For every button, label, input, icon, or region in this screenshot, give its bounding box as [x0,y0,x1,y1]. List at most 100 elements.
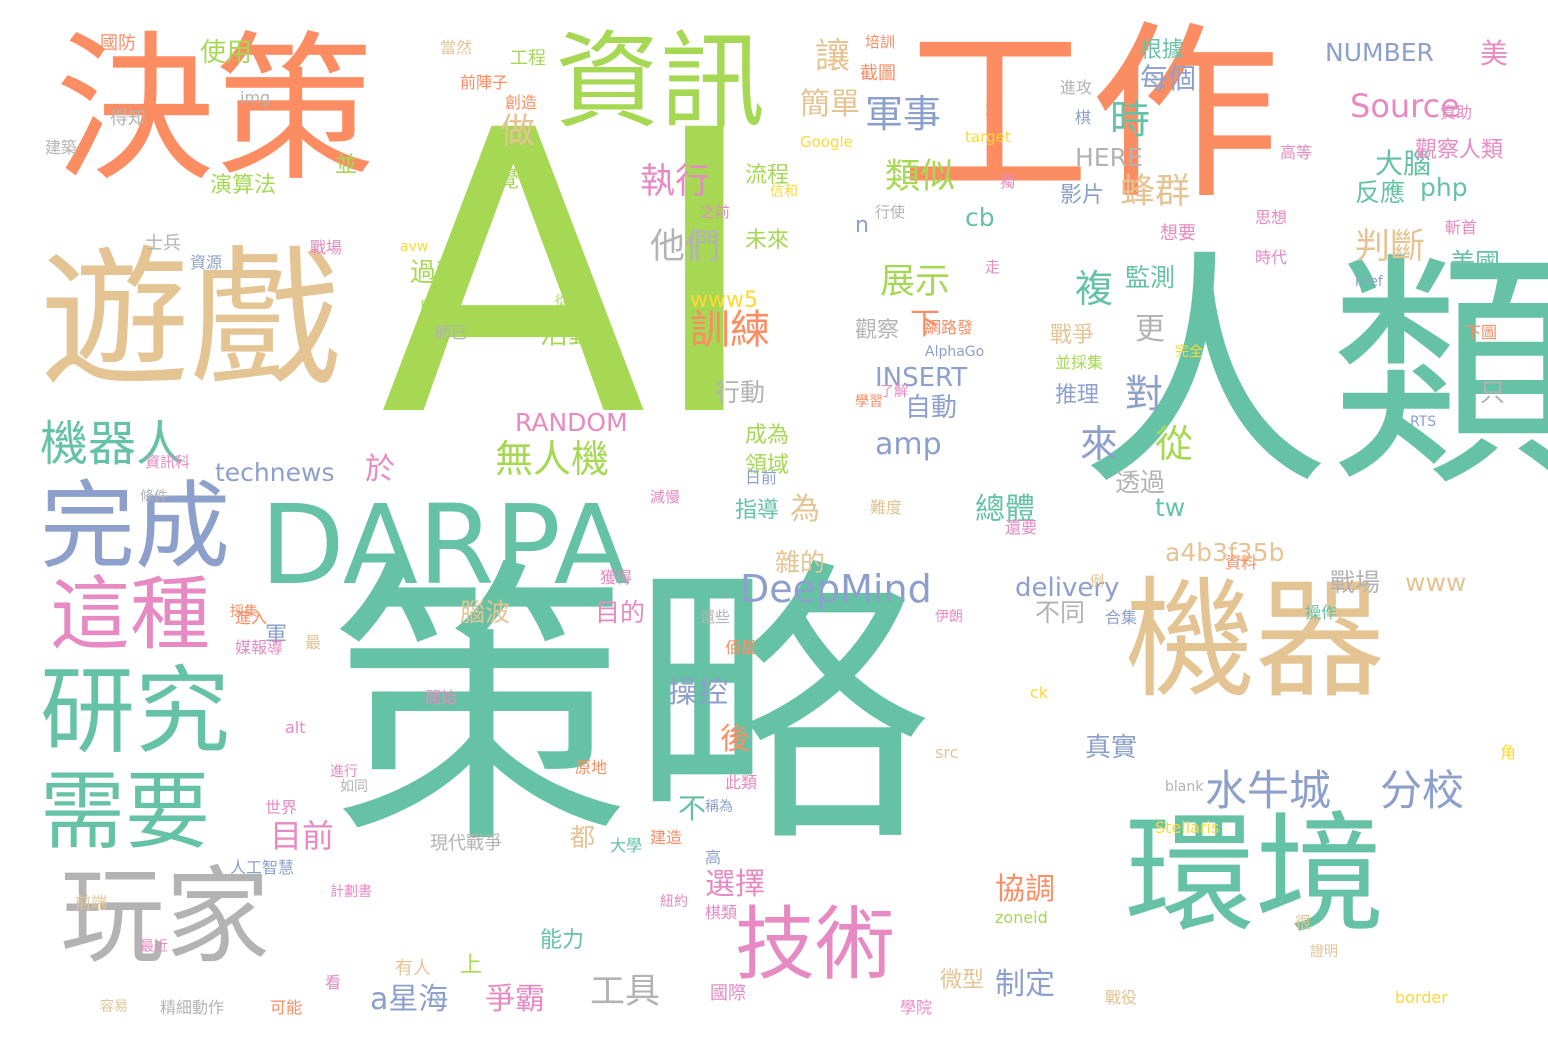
cloud-word: 都 [570,823,596,852]
cloud-word: 伊朗 [935,609,963,625]
cloud-word: 人類 [1080,229,1548,520]
cloud-word: 國際 [710,983,746,1004]
cloud-word: tw [1155,493,1186,522]
cloud-word: 士兵 [145,233,181,254]
cloud-word: 對 [1125,372,1164,416]
cloud-word: 真實 [1085,733,1138,763]
cloud-word: 最 [305,633,322,652]
cloud-word: 更 [1135,312,1165,347]
cloud-word: 還要 [1005,518,1038,537]
cloud-word: 指導 [735,498,780,523]
cloud-word: 透過 [1115,468,1166,497]
cloud-word: 紐約 [660,894,688,910]
cloud-word: 例 [1090,574,1104,590]
cloud-word: 戰爭 [1050,323,1095,348]
cloud-word: cb [965,203,995,232]
cloud-word: RANDOM [515,408,628,437]
cloud-word: 讓 [815,37,851,77]
cloud-word: 佰星 [725,638,758,657]
cloud-word: 原地 [575,758,608,777]
cloud-word: zoneid [995,908,1048,927]
cloud-word: 減慢 [650,488,681,506]
cloud-word: 軍事 [865,92,942,136]
cloud-word: 棋 [1075,108,1092,127]
cloud-word: 操控 [668,675,728,710]
cloud-word: 信和 [770,184,798,200]
cloud-word: 進攻 [1060,78,1093,97]
cloud-word: 進入 [235,608,268,627]
cloud-word: 類似 [885,157,956,197]
cloud-word: 戰場 [310,238,343,257]
cloud-word: src [935,743,959,762]
cloud-word: 合集 [1105,608,1138,627]
cloud-word: 協調 [995,872,1055,907]
cloud-word: AlphaGo [925,344,985,360]
cloud-word: 為 [790,492,820,527]
cloud-word: 資訊科 [145,453,191,471]
cloud-word: 想要 [1160,223,1196,244]
cloud-word: 只 [1480,378,1506,407]
cloud-word: 使用 [200,38,253,68]
cloud-word: 成為 [745,423,790,448]
cloud-word: 執行 [640,162,711,202]
cloud-word: 這種 [50,568,210,661]
cloud-word: 需要 [40,763,211,862]
cloud-word: 工程 [510,48,546,69]
cloud-word: 制定 [995,967,1055,1002]
cloud-word: 師已 [435,323,468,342]
cloud-word: 反應 [1355,178,1406,207]
cloud-word: 截圖 [860,63,896,84]
cloud-word: 演算法 [210,173,277,198]
cloud-word: 最近 [140,939,168,955]
cloud-word: 走 [985,258,1001,276]
cloud-word: 思想 [1255,208,1288,227]
cloud-word: 行使 [875,203,906,221]
cloud-word: 資料 [1225,553,1258,572]
cloud-word: Stellaris [1155,818,1220,837]
cloud-word: RTS [1410,414,1437,430]
cloud-word: 即將 [420,298,453,317]
cloud-word: 選擇 [705,867,765,902]
cloud-word: amp [875,427,942,462]
cloud-word: delivery [1015,573,1120,603]
cloud-word: 水牛城 [1205,766,1332,815]
cloud-word: 美 [1480,37,1509,70]
cloud-word: 高等 [1280,143,1313,162]
cloud-word: 微型 [940,968,985,993]
cloud-word: 無人機 [495,437,610,481]
cloud-word: 技術 [735,898,895,991]
cloud-word: 環境 [1125,799,1386,951]
cloud-word: 網路發 [925,318,974,337]
cloud-word: a星海 [370,982,449,1017]
cloud-word: technews [215,458,335,487]
cloud-word: 完全 [1175,344,1203,360]
cloud-word: 能力 [540,928,585,953]
cloud-word: 創造 [505,93,538,112]
cloud-word: 腦波 [460,598,511,627]
cloud-word: www [1405,568,1467,597]
cloud-word: 蜂群 [1120,172,1191,212]
cloud-word: ck [1030,683,1049,702]
cloud-word: AI [380,48,762,502]
cloud-word: 時 [1110,97,1150,143]
cloud-word: 國防 [100,33,136,54]
cloud-word: alt [285,718,306,737]
cloud-word: 他們 [650,227,721,267]
cloud-word: 日前 [745,468,778,487]
cloud-word: 目的 [595,598,646,627]
cloud-word: 獨 [1000,173,1016,191]
cloud-word: 建造 [650,828,683,847]
cloud-word: border [1395,988,1448,1007]
cloud-word: img [240,88,271,107]
cloud-word: 上 [460,953,483,978]
cloud-word: 下圖 [1465,323,1498,342]
cloud-word: target [965,128,1011,146]
cloud-word: 機器 [1125,564,1386,716]
cloud-word: 此類 [725,773,758,792]
cloud-word: 訓練 [690,307,770,353]
cloud-word: 並採集 [1055,353,1104,372]
cloud-word: 得知 [110,108,146,129]
cloud-word: 過程 [410,258,463,288]
cloud-word: 策略 [330,535,930,884]
cloud-word: 採集 [230,604,258,620]
